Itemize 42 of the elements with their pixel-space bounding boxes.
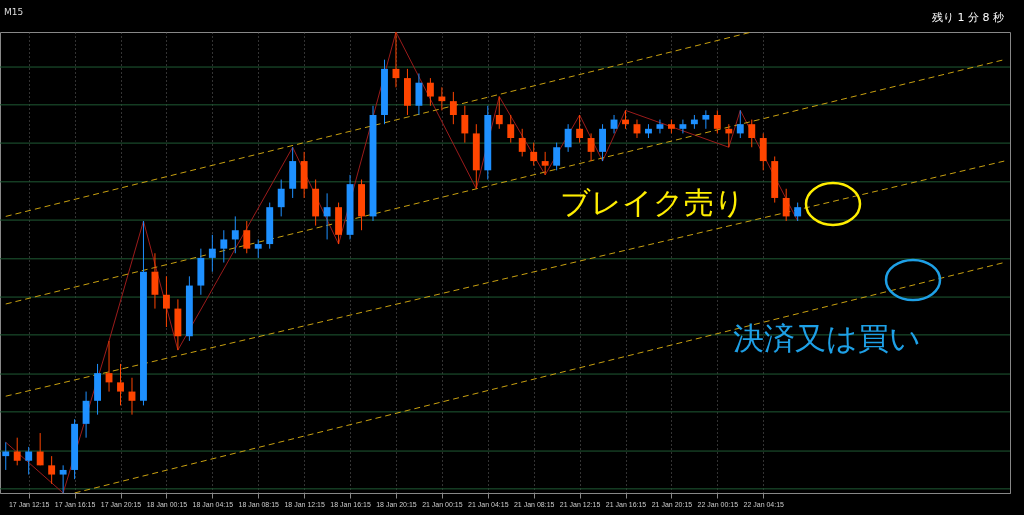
candlestick xyxy=(59,464,67,494)
candlestick xyxy=(254,238,262,259)
candlestick xyxy=(541,151,549,176)
candlestick xyxy=(702,109,710,130)
candlestick xyxy=(794,202,802,222)
candlestick xyxy=(162,275,170,328)
candlestick xyxy=(679,119,687,134)
candlestick xyxy=(449,91,457,125)
text: M15 xyxy=(4,7,24,17)
candlestick xyxy=(599,123,606,162)
candlestick xyxy=(36,432,44,466)
candlestick xyxy=(576,114,584,144)
candlestick xyxy=(82,391,90,439)
candlestick xyxy=(48,455,56,485)
candlestick xyxy=(208,234,216,273)
text: 残り 1 分 8 秒 xyxy=(932,11,1004,24)
candlestick xyxy=(220,229,228,263)
candlestick xyxy=(518,128,526,157)
candlestick xyxy=(13,437,21,466)
candlestick xyxy=(564,123,572,153)
candlestick xyxy=(231,215,239,254)
candlestick xyxy=(587,132,595,162)
candlestick xyxy=(656,119,664,134)
candlestick xyxy=(243,220,251,254)
candlestick xyxy=(461,105,469,144)
candlestick xyxy=(736,109,744,139)
candlestick xyxy=(713,109,721,134)
annotation: 決済又は買い xyxy=(733,320,921,356)
candlestick xyxy=(782,188,790,222)
candlestick xyxy=(507,114,515,144)
candlestick xyxy=(495,96,503,130)
candlestick xyxy=(530,142,538,167)
annotation: ブレイク売り xyxy=(560,185,745,220)
candlestick xyxy=(748,119,756,148)
candlestick xyxy=(415,72,423,116)
candlestick xyxy=(553,142,561,171)
candlestick xyxy=(277,179,285,217)
candlestick xyxy=(25,446,33,476)
candlestick xyxy=(759,132,767,171)
candlestick xyxy=(117,363,124,406)
candlestick xyxy=(426,77,434,107)
candlestick xyxy=(323,192,331,240)
